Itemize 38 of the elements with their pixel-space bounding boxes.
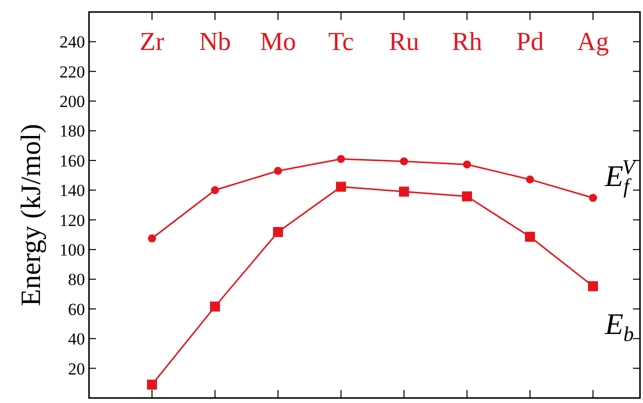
point: [525, 232, 535, 242]
point: [273, 227, 283, 238]
y-tick-label: 120: [60, 210, 85, 230]
y-tick-label: 180: [60, 122, 85, 141]
y-tick-label: 100: [60, 240, 85, 260]
point: [147, 380, 157, 390]
point: [526, 175, 534, 184]
y-tick-label: 200: [60, 92, 85, 112]
x-tick-label: Rh: [452, 27, 482, 56]
point: [210, 302, 220, 312]
x-tick-label: Ru: [388, 27, 420, 56]
point: [274, 166, 282, 175]
y-tick-label: 60: [68, 300, 85, 319]
point: [399, 186, 409, 197]
x-tick-label: Ag: [577, 27, 609, 56]
y-tick-label: 240: [60, 32, 85, 52]
y-tick-label: 20: [68, 359, 85, 378]
x-tick-label: Nb: [199, 27, 231, 56]
y-tick-label: 160: [60, 151, 85, 170]
y-axis-title: Energy (kJ/mol): [16, 124, 47, 306]
point: [148, 234, 156, 242]
x-tick-label: Pd: [516, 27, 544, 56]
point: [336, 182, 346, 192]
x-tick-label: Mo: [260, 27, 296, 56]
y-tick-label: 220: [60, 62, 85, 82]
point: [462, 191, 472, 202]
point: [400, 157, 408, 166]
point: [589, 194, 597, 202]
y-tick-label: 80: [68, 270, 85, 290]
point: [588, 281, 598, 292]
y-tick-label: 140: [60, 181, 85, 200]
point: [211, 186, 219, 194]
x-tick-label: Zr: [140, 27, 165, 56]
series-label: E$_{b}$: [604, 308, 634, 346]
point: [463, 160, 471, 168]
point: [337, 154, 345, 163]
y-tick-label: 40: [68, 330, 85, 349]
x-tick-label: Tc: [328, 27, 354, 56]
